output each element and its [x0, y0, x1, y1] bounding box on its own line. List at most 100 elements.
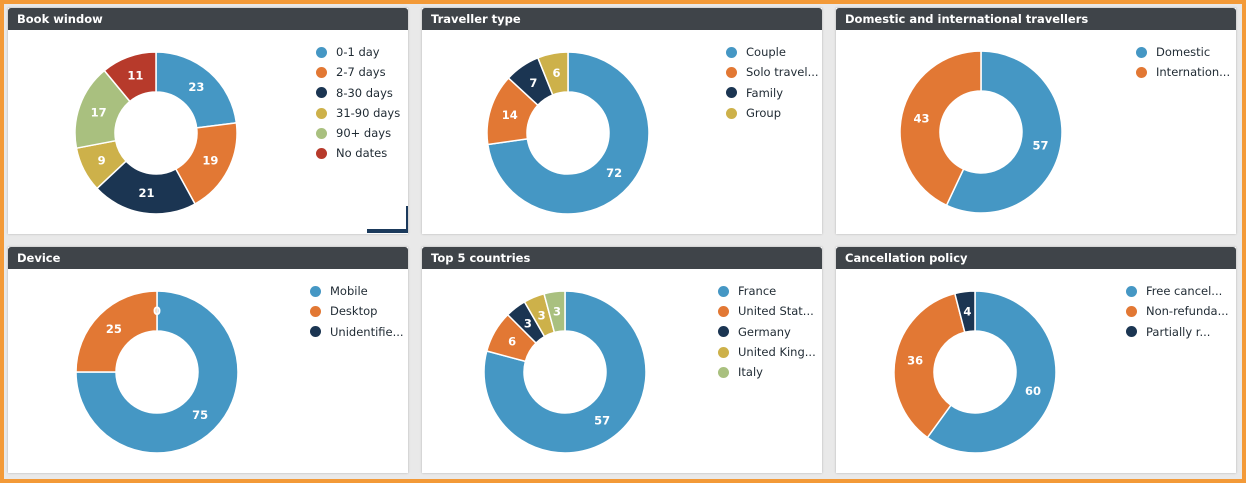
legend-item-desktop[interactable]: Desktop: [310, 301, 404, 321]
legend-label: 90+ days: [336, 126, 392, 141]
legend-label: France: [738, 284, 777, 298]
panel-title: Device: [8, 247, 408, 269]
cancellation-policy-donut: 60 36 4: [893, 290, 1057, 454]
slice-desktop[interactable]: [75, 290, 158, 373]
legend-item-germany[interactable]: Germany: [718, 322, 816, 342]
data-label-france: 57: [594, 413, 610, 427]
legend-swatch-icon: [1126, 285, 1137, 297]
legend-label: 0-1 day: [336, 45, 380, 59]
data-label-free-cancel: 60: [1025, 384, 1041, 398]
data-label-mobile: 75: [192, 408, 208, 422]
legend-swatch-icon: [726, 46, 737, 58]
legend-label: Solo travel...: [746, 65, 819, 80]
legend-item-no-dates[interactable]: No dates: [316, 143, 400, 163]
legend-item-0-1-day[interactable]: 0-1 day: [316, 42, 400, 62]
legend-item-united-king[interactable]: United King...: [718, 342, 816, 362]
legend-swatch-icon: [316, 127, 327, 139]
legend-item-31-90-days[interactable]: 31-90 days: [316, 103, 400, 123]
traveller-type-donut: 72 14 7 6: [486, 51, 650, 215]
data-label-family: 7: [529, 76, 537, 90]
legend-item-domestic[interactable]: Domestic: [1136, 42, 1230, 62]
legend-item-8-30-days[interactable]: 8-30 days: [316, 83, 400, 103]
legend-label: No dates: [336, 146, 388, 161]
legend-swatch-icon: [310, 305, 321, 317]
legend-item-90-days[interactable]: 90+ days: [316, 123, 400, 143]
legend-item-solo-travel[interactable]: Solo travel...: [726, 62, 819, 82]
legend-label: 8-30 days: [336, 85, 393, 100]
legend: France United Stat... Germany United King..…: [718, 281, 816, 382]
panel-title: Book window: [8, 8, 408, 30]
legend-item-2-7-days[interactable]: 2-7 days: [316, 62, 400, 82]
slice-non-refunda[interactable]: [893, 292, 966, 439]
legend-label: Internation...: [1156, 65, 1231, 80]
slice-group[interactable]: [536, 51, 569, 96]
legend-item-partially-r[interactable]: Partially r...: [1126, 322, 1229, 342]
slice-internation[interactable]: [899, 50, 982, 207]
device-panel: Device 75 25 0 Mobile Desktop Unidentifie...: [8, 247, 408, 473]
legend-item-unidentifie[interactable]: Unidentifie...: [310, 322, 404, 342]
data-label-domestic: 57: [1033, 138, 1049, 152]
legend-label: Unidentifie...: [330, 324, 404, 339]
slice-no-dates[interactable]: [103, 51, 157, 103]
slice-couple[interactable]: [486, 51, 650, 215]
data-label-8-30-days: 21: [138, 186, 154, 200]
legend-swatch-icon: [310, 326, 321, 338]
legend-item-group[interactable]: Group: [726, 103, 819, 123]
data-label-desktop: 25: [106, 322, 122, 336]
legend-swatch-icon: [718, 305, 729, 317]
legend-item-united-stat[interactable]: United Stat...: [718, 301, 816, 321]
legend: Mobile Desktop Unidentifie...: [310, 281, 404, 342]
data-label-solo-travel: 14: [502, 108, 518, 122]
legend-swatch-icon: [1136, 66, 1147, 78]
legend-item-couple[interactable]: Couple: [726, 42, 819, 62]
slice-free-cancel[interactable]: [926, 290, 1057, 454]
data-label-internation: 43: [913, 112, 929, 126]
data-label-0-1-day: 23: [188, 80, 204, 94]
data-label-2-7-days: 19: [202, 154, 218, 168]
legend-label: Free cancel...: [1146, 284, 1223, 298]
legend-label: Desktop: [330, 304, 378, 319]
panel-title: Top 5 countries: [422, 247, 822, 269]
legend-label: Non-refunda...: [1146, 304, 1229, 319]
data-label-90-days: 17: [91, 105, 107, 119]
legend-item-france[interactable]: France: [718, 281, 816, 301]
legend-swatch-icon: [726, 107, 737, 119]
dashboard-frame: Book window 23 19 21 9 17 11 0-1 day 2-7 days 8…: [4, 4, 1242, 479]
legend-swatch-icon: [1136, 46, 1147, 58]
legend-label: Germany: [738, 324, 791, 339]
legend-swatch-icon: [316, 107, 327, 119]
legend-item-family[interactable]: Family: [726, 83, 819, 103]
panel-title: Cancellation policy: [836, 247, 1236, 269]
legend: 0-1 day 2-7 days 8-30 days 31-90 days 90+ da…: [316, 42, 400, 164]
data-label-31-90-days: 9: [98, 154, 106, 168]
legend-swatch-icon: [726, 87, 737, 99]
slice-mobile[interactable]: [75, 290, 239, 454]
legend-label: United King...: [738, 344, 816, 359]
panel-title: Domestic and international travellers: [836, 8, 1236, 30]
legend-swatch-icon: [1126, 305, 1137, 317]
legend-item-free-cancel[interactable]: Free cancel...: [1126, 281, 1229, 301]
legend-item-non-refunda[interactable]: Non-refunda...: [1126, 301, 1229, 321]
legend-item-internation[interactable]: Internation...: [1136, 62, 1230, 82]
slice-partially-r[interactable]: [953, 290, 976, 334]
panel-title: Traveller type: [422, 8, 822, 30]
data-label-non-refunda: 36: [907, 354, 923, 368]
legend-swatch-icon: [718, 285, 729, 297]
slice-domestic[interactable]: [945, 50, 1063, 214]
legend-swatch-icon: [1126, 326, 1137, 338]
legend-label: Family: [746, 85, 784, 100]
slice-italy[interactable]: [543, 290, 566, 334]
data-label-group: 6: [552, 66, 560, 80]
data-label-united-stat: 6: [508, 335, 516, 349]
legend-label: Domestic: [1156, 45, 1211, 59]
book-window-panel: Book window 23 19 21 9 17 11 0-1 day 2-7 days 8…: [8, 8, 408, 234]
slice-france[interactable]: [483, 290, 647, 454]
legend-swatch-icon: [718, 366, 729, 378]
legend-item-mobile[interactable]: Mobile: [310, 281, 404, 301]
legend-label: 31-90 days: [336, 105, 401, 120]
legend-label: Italy: [738, 365, 763, 380]
data-label-italy: 3: [553, 305, 561, 319]
data-label-no-dates: 11: [127, 69, 143, 83]
legend-item-italy[interactable]: Italy: [718, 362, 816, 382]
data-label-united-king: 3: [538, 309, 546, 323]
